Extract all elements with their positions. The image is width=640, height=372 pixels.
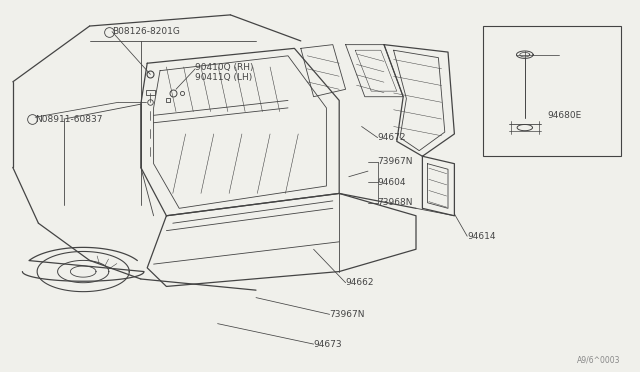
Text: 73967N: 73967N <box>330 310 365 319</box>
Text: B08126-8201G: B08126-8201G <box>112 27 180 36</box>
Text: 90410Q (RH)
90411Q (LH): 90410Q (RH) 90411Q (LH) <box>195 63 253 82</box>
Text: 73968N: 73968N <box>378 198 413 207</box>
Bar <box>146 90 155 95</box>
Bar <box>483 26 621 156</box>
Text: 94604: 94604 <box>378 178 406 187</box>
Text: 94680E: 94680E <box>547 111 582 120</box>
Text: 94662: 94662 <box>346 278 374 287</box>
Text: A9/6^0003: A9/6^0003 <box>577 356 621 365</box>
Text: 94673: 94673 <box>314 340 342 349</box>
Text: 94672: 94672 <box>378 133 406 142</box>
Text: 94614: 94614 <box>467 232 496 241</box>
Text: N08911-60837: N08911-60837 <box>35 115 102 124</box>
Text: 73967N: 73967N <box>378 157 413 166</box>
